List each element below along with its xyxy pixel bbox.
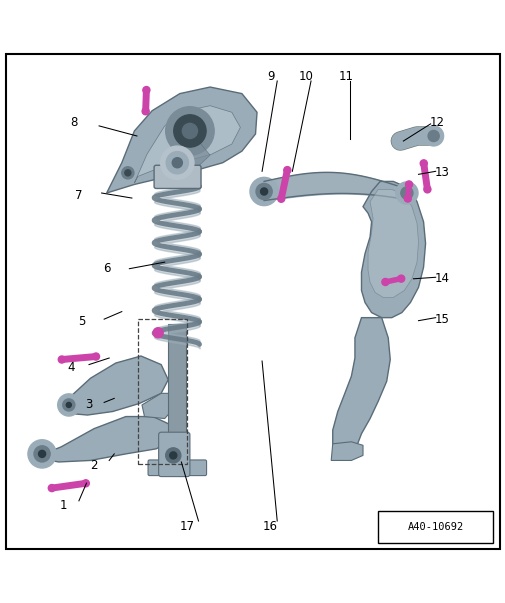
Text: 8: 8 [70,116,77,129]
Circle shape [58,394,80,416]
Circle shape [166,151,188,174]
Circle shape [172,158,182,168]
FancyBboxPatch shape [159,432,189,476]
Text: 9: 9 [266,71,274,83]
Circle shape [92,353,99,360]
Polygon shape [162,131,210,171]
Text: 2: 2 [90,459,97,472]
Text: 16: 16 [263,520,278,532]
Text: 6: 6 [103,262,110,275]
Circle shape [38,450,45,458]
Circle shape [153,328,163,338]
Circle shape [249,177,278,206]
Bar [168,324,185,466]
Circle shape [165,107,214,155]
Circle shape [405,181,412,188]
Circle shape [182,124,197,139]
Text: A40-10692: A40-10692 [407,522,463,532]
Circle shape [400,187,412,199]
Text: 13: 13 [434,166,449,179]
Bar [138,318,187,464]
Circle shape [142,108,149,115]
Text: 3: 3 [85,399,92,411]
Text: 4: 4 [68,361,75,374]
Polygon shape [361,182,425,318]
Circle shape [66,402,71,408]
Circle shape [82,480,89,487]
Polygon shape [142,393,172,418]
Circle shape [381,279,388,285]
Circle shape [423,126,443,146]
Text: 5: 5 [78,315,85,328]
Circle shape [427,130,438,142]
Circle shape [256,183,272,200]
Text: 12: 12 [429,116,444,129]
Circle shape [169,452,176,459]
Text: 17: 17 [180,520,194,532]
Polygon shape [65,356,168,415]
Polygon shape [331,442,362,461]
Circle shape [283,166,290,174]
Circle shape [63,399,75,411]
FancyBboxPatch shape [148,460,206,476]
Circle shape [122,167,134,179]
Circle shape [419,160,426,167]
Circle shape [165,448,180,463]
Circle shape [142,87,149,93]
Text: 1: 1 [60,499,67,513]
Polygon shape [134,106,240,183]
Circle shape [161,146,193,179]
Circle shape [277,195,284,202]
Circle shape [34,446,50,462]
Polygon shape [332,318,389,457]
Text: 7: 7 [75,189,82,202]
Polygon shape [367,189,418,297]
Text: 10: 10 [298,71,313,83]
Circle shape [397,275,404,282]
Circle shape [260,188,267,195]
Circle shape [395,182,417,204]
Circle shape [125,170,131,176]
Text: 14: 14 [434,273,449,285]
Text: 15: 15 [434,313,449,326]
Circle shape [403,195,411,202]
Circle shape [28,440,56,468]
Polygon shape [107,87,257,193]
Circle shape [423,186,430,193]
Bar [377,511,492,543]
FancyBboxPatch shape [154,165,200,189]
Circle shape [58,356,65,363]
Text: 11: 11 [338,71,353,83]
Polygon shape [40,417,173,462]
Circle shape [173,115,206,147]
Circle shape [48,485,55,491]
